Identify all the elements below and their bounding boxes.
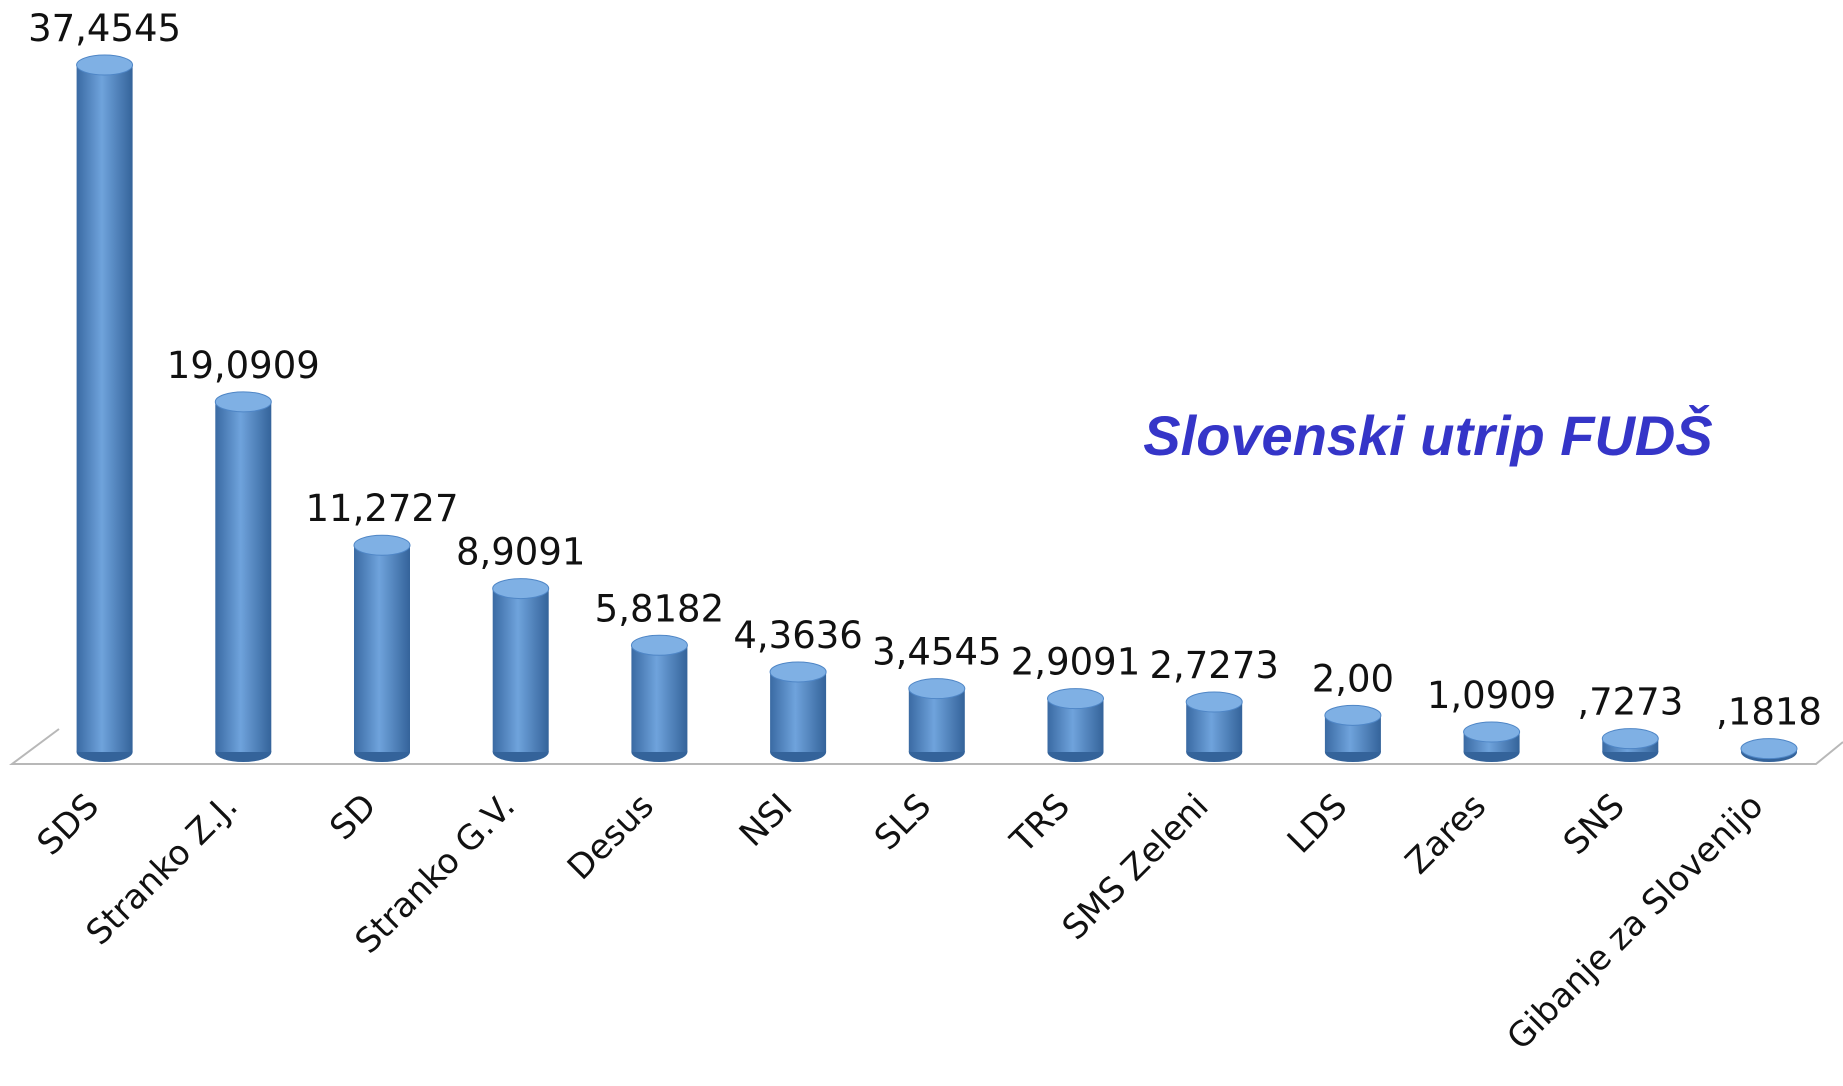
x-tick-label: TRS xyxy=(1002,786,1078,862)
value-label: 1,0909 xyxy=(1427,674,1556,717)
x-tick-label: SMS Zeleni xyxy=(1055,786,1217,948)
bar xyxy=(492,588,549,752)
value-label: 37,4545 xyxy=(28,7,181,50)
value-label: 2,7273 xyxy=(1149,644,1278,687)
value-label: 8,9091 xyxy=(456,531,585,574)
value-label: 2,9091 xyxy=(1011,641,1140,684)
x-tick-label: SLS xyxy=(867,786,939,858)
x-tick-label: LDS xyxy=(1280,786,1355,861)
bar-top xyxy=(630,634,688,656)
x-tick-label: NSI xyxy=(732,786,801,855)
value-label: ,1818 xyxy=(1716,691,1822,734)
value-label: 19,0909 xyxy=(167,344,320,387)
value-label: 4,3636 xyxy=(733,614,862,657)
bar-top xyxy=(1601,728,1659,750)
bar-top xyxy=(76,54,134,76)
bar-top xyxy=(1463,721,1521,743)
bar-top xyxy=(1740,738,1798,760)
x-tick-label: Gibanje za Slovenijo xyxy=(1499,786,1771,1058)
value-label: 11,2727 xyxy=(305,487,458,530)
bar xyxy=(631,645,688,752)
value-label: 3,4545 xyxy=(872,631,1001,674)
bar-top xyxy=(214,391,272,413)
bar xyxy=(354,545,410,752)
bar-top xyxy=(353,534,411,556)
x-tick-label: Zares xyxy=(1398,786,1494,882)
bar-top xyxy=(1047,688,1104,710)
bar xyxy=(770,671,827,752)
bar-top xyxy=(908,678,966,700)
x-tick-label: SD xyxy=(322,786,384,848)
chart-title: Slovenski utrip FUDŠ xyxy=(1143,404,1712,467)
bar-top xyxy=(769,661,827,683)
floor-edge xyxy=(8,728,1843,765)
value-label: 5,8182 xyxy=(595,587,724,630)
bar xyxy=(908,688,965,752)
bar-top xyxy=(1324,704,1382,726)
bar xyxy=(215,401,272,752)
floor xyxy=(8,728,1843,765)
bar-top xyxy=(1185,691,1243,713)
x-tick-label: SDS xyxy=(30,786,107,863)
value-label: 2,00 xyxy=(1312,657,1394,700)
bar xyxy=(76,65,133,752)
x-tick-label: SNS xyxy=(1556,786,1633,863)
bar-top xyxy=(492,578,550,600)
x-tick-label: Desus xyxy=(560,786,662,888)
value-label: ,7273 xyxy=(1577,681,1683,724)
